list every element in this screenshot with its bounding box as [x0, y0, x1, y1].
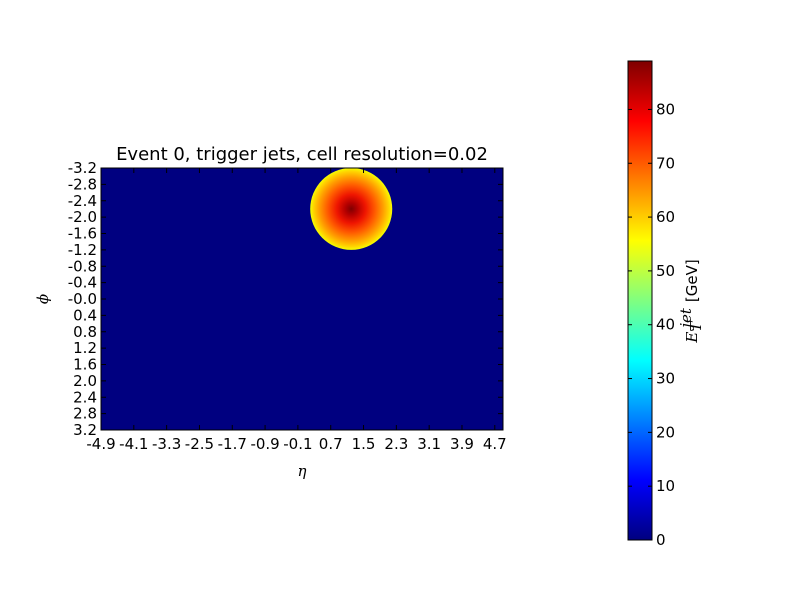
colorbar-ticks: 0 10 20 30 40 50 60 70 80 — [628, 100, 675, 549]
y-tick-label: -0.8 — [68, 257, 97, 275]
y-tick-label: -3.2 — [68, 159, 97, 177]
y-tick-label: 0.8 — [73, 323, 97, 341]
y-tick-label: -1.2 — [68, 241, 97, 259]
jet-blob — [310, 168, 393, 250]
colorbar-tick-label: 60 — [656, 208, 675, 226]
colorbar-tick-label: 80 — [656, 100, 675, 118]
colorbar-tick-label: 30 — [656, 370, 675, 388]
x-tick-label: -4.9 — [86, 435, 115, 453]
colorbar-tick-label: 50 — [656, 262, 675, 280]
colorbar-label-symbol: E — [683, 332, 701, 344]
colorbar-label-subscript: T — [687, 321, 705, 332]
y-tick-label: 2.0 — [73, 372, 97, 390]
x-axis-label: η — [298, 462, 307, 480]
y-tick-label: 2.4 — [73, 388, 97, 406]
x-tick-label: -1.7 — [218, 435, 247, 453]
heatmap-background — [101, 168, 503, 430]
y-tick-label: -2.4 — [68, 192, 97, 210]
y-tick-label: 1.2 — [73, 339, 97, 357]
y-tick-label: -1.6 — [68, 225, 97, 243]
colorbar: 0 10 20 30 40 50 60 70 80 ETjet [GeV] — [627, 60, 705, 549]
y-tick-label: -0.4 — [68, 274, 97, 292]
x-tick-label: 2.3 — [384, 435, 408, 453]
colorbar-gradient — [627, 60, 653, 541]
colorbar-label: ETjet [GeV] — [677, 259, 705, 343]
y-tick-label: -2.8 — [68, 175, 97, 193]
x-tick-label: -3.3 — [152, 435, 181, 453]
chart-title: Event 0, trigger jets, cell resolution=0… — [116, 144, 488, 165]
x-tick-label: -0.1 — [283, 435, 312, 453]
y-tick-label: -2.0 — [68, 208, 97, 226]
y-tick-label: 0.4 — [73, 306, 97, 324]
colorbar-tick-label: 20 — [656, 423, 675, 441]
y-axis-label: ϕ — [34, 294, 52, 304]
x-tick-label: -0.9 — [250, 435, 279, 453]
x-tick-label: 0.7 — [319, 435, 343, 453]
colorbar-tick-label: 40 — [656, 316, 675, 334]
colorbar-tick-label: 10 — [656, 477, 675, 495]
x-tick-label: -2.5 — [185, 435, 214, 453]
x-tick-label: 4.7 — [483, 435, 507, 453]
y-tick-label: -0.0 — [68, 290, 97, 308]
y-tick-label: 2.8 — [73, 405, 97, 423]
x-tick-label: 3.9 — [450, 435, 474, 453]
x-tick-label: 3.1 — [417, 435, 441, 453]
x-axis-ticks: -4.9 -4.1 -3.3 -2.5 -1.7 -0.9 -0.1 0.7 1.5 2.3 3.1… — [86, 168, 507, 453]
x-tick-label: 1.5 — [352, 435, 376, 453]
y-tick-label: 1.6 — [73, 356, 97, 374]
x-tick-label: -4.1 — [119, 435, 148, 453]
jets-layer — [310, 168, 393, 250]
colorbar-label-unit: [GeV] — [683, 259, 701, 302]
colorbar-tick-label: 70 — [656, 154, 675, 172]
y-tick-label: 3.2 — [73, 421, 97, 439]
y-axis-ticks: -3.2-2.8-2.4-2.0-1.6-1.2-0.8-0.4-0.00.40… — [68, 159, 503, 439]
plot-area: -4.9 -4.1 -3.3 -2.5 -1.7 -0.9 -0.1 0.7 1.5 2.3 3.1… — [68, 159, 507, 453]
colorbar-tick-label: 0 — [656, 531, 666, 549]
colorbar-label-superscript: jet — [677, 307, 695, 331]
